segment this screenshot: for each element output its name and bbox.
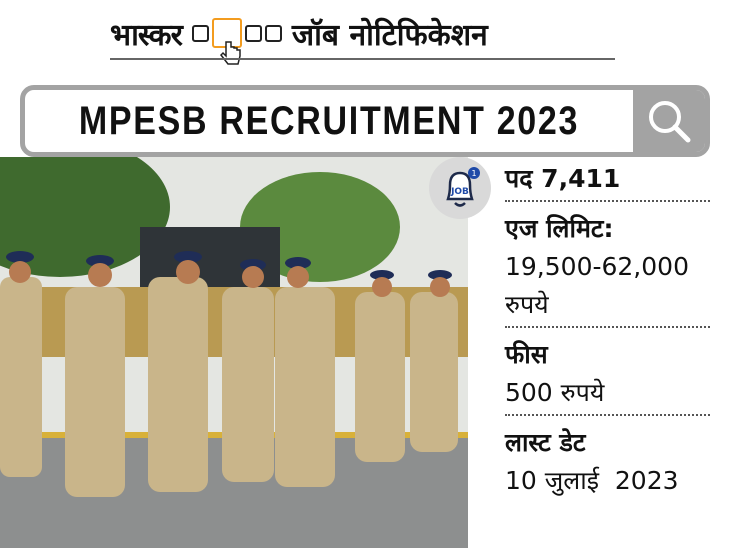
- bell-icon: JOB 1: [446, 167, 480, 207]
- divider: [505, 326, 710, 328]
- fee-label: फीस: [505, 340, 548, 369]
- brand-name: भास्कर: [110, 17, 183, 53]
- search-icon: [649, 101, 691, 143]
- fee-value: 500 रुपये: [505, 378, 605, 407]
- job-label: JOB: [450, 187, 469, 197]
- divider: [505, 200, 710, 202]
- police-photo: [0, 157, 468, 548]
- header-divider: [110, 58, 615, 60]
- header-logo: भास्कर जॉब नोटिफिकेशन: [110, 8, 615, 65]
- posts-count: पद 7,411: [505, 164, 621, 193]
- pointer-hand-icon: [219, 41, 241, 65]
- salary-unit: रुपये: [505, 290, 549, 319]
- search-button[interactable]: [633, 90, 705, 152]
- age-limit-label: एज लिमिट:: [505, 214, 614, 243]
- last-date-value: 10 जुलाई 2023: [505, 466, 679, 495]
- search-bar[interactable]: MPESB RECRUITMENT 2023: [20, 85, 710, 157]
- header-title: जॉब नोटिफिकेशन: [291, 17, 488, 53]
- candidates-icon: [191, 18, 282, 65]
- notification-count: 1: [471, 169, 476, 178]
- job-bell-badge: JOB 1: [429, 157, 491, 219]
- last-date-label: लास्ट डेट: [505, 428, 586, 457]
- salary-range: 19,500-62,000: [505, 252, 689, 281]
- job-details: पद 7,411 एज लिमिट: 19,500-62,000 रुपये फ…: [505, 160, 710, 500]
- search-query[interactable]: MPESB RECRUITMENT 2023: [78, 98, 580, 143]
- divider: [505, 414, 710, 416]
